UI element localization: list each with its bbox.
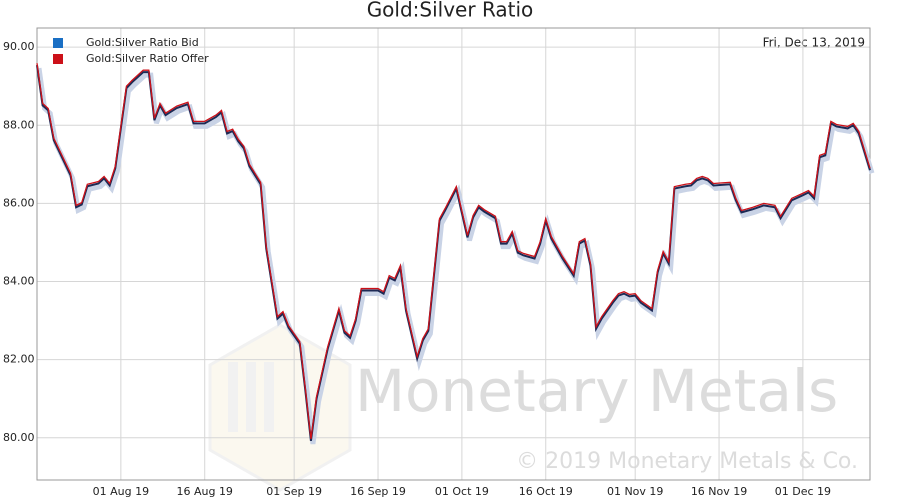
series-line: [36, 63, 871, 440]
line-shadow: [36, 67, 875, 445]
watermark: Monetary Metals: [355, 357, 838, 425]
x-tick-label: 16 Sep 19: [350, 485, 406, 498]
date-annotation: Fri, Dec 13, 2019: [763, 36, 865, 50]
legend-swatch: [53, 38, 63, 48]
x-tick-label: 01 Nov 19: [607, 485, 663, 498]
y-tick-label: 80.00: [3, 431, 35, 444]
legend-label: Gold:Silver Ratio Offer: [86, 52, 209, 65]
logo: [208, 323, 352, 492]
y-tick-label: 86.00: [3, 196, 35, 209]
y-tick-label: 82.00: [3, 353, 35, 366]
chart-title: Gold:Silver Ratio: [367, 0, 534, 22]
x-tick-label: 01 Sep 19: [266, 485, 322, 498]
y-tick-label: 88.00: [3, 118, 35, 131]
x-tick-label: 16 Nov 19: [691, 485, 747, 498]
x-tick-label: 16 Oct 19: [519, 485, 573, 498]
x-tick-label: 16 Aug 19: [176, 485, 232, 498]
copyright: © 2019 Monetary Metals & Co.: [516, 449, 858, 474]
y-tick-label: 90.00: [3, 40, 35, 53]
y-tick-label: 84.00: [3, 275, 35, 288]
plot-frame: [36, 27, 871, 481]
x-tick-label: 01 Oct 19: [435, 485, 489, 498]
x-tick-label: 01 Aug 19: [93, 485, 149, 498]
legend-swatch: [53, 54, 63, 64]
x-tick-label: 01 Dec 19: [775, 485, 831, 498]
legend-label: Gold:Silver Ratio Bid: [86, 36, 199, 49]
